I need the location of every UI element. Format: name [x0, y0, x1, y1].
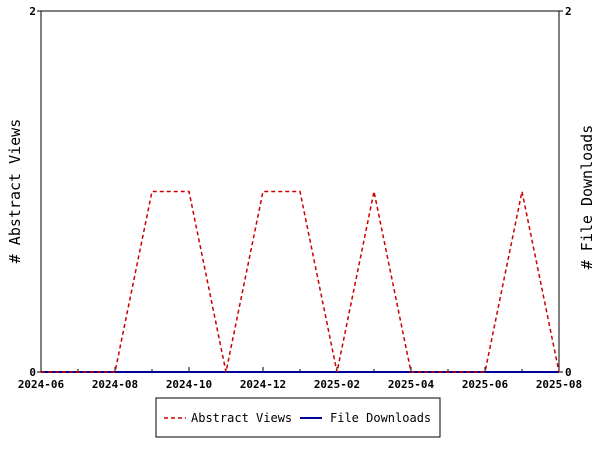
- y-axis-left: 02: [29, 5, 41, 379]
- x-tick-label: 2024-12: [240, 378, 286, 391]
- legend-label-file-downloads: File Downloads: [330, 411, 431, 425]
- y-axis-title-right: # File Downloads: [578, 125, 596, 270]
- series-layer: [41, 190, 560, 373]
- x-axis-labels: 2024-06 2024-08 2024-10 2024-12 2025-02 2025-…: [18, 378, 582, 391]
- x-tick-label: 2025-06: [462, 378, 509, 391]
- x-tick-label: 2024-10: [166, 378, 212, 391]
- x-tick-label: 2025-04: [388, 378, 435, 391]
- y-left-tick-label: 0: [29, 366, 36, 379]
- x-tick-label: 2024-06: [18, 378, 65, 391]
- y-axis-title-left: # Abstract Views: [6, 119, 24, 264]
- y-axis-right: 02: [559, 5, 572, 379]
- y-left-tick-label: 2: [29, 5, 36, 18]
- legend: Abstract Views File Downloads: [155, 397, 441, 438]
- legend-box: [155, 397, 441, 438]
- legend-label-abstract-views: Abstract Views: [191, 411, 292, 425]
- x-tick-label: 2025-02: [314, 378, 360, 391]
- y-right-tick-label: 2: [565, 5, 572, 18]
- series-line-abstract-views: [41, 190, 560, 373]
- x-tick-label: 2024-08: [92, 378, 138, 391]
- x-tick-label: 2025-08: [536, 378, 582, 391]
- y-right-tick-label: 0: [565, 366, 572, 379]
